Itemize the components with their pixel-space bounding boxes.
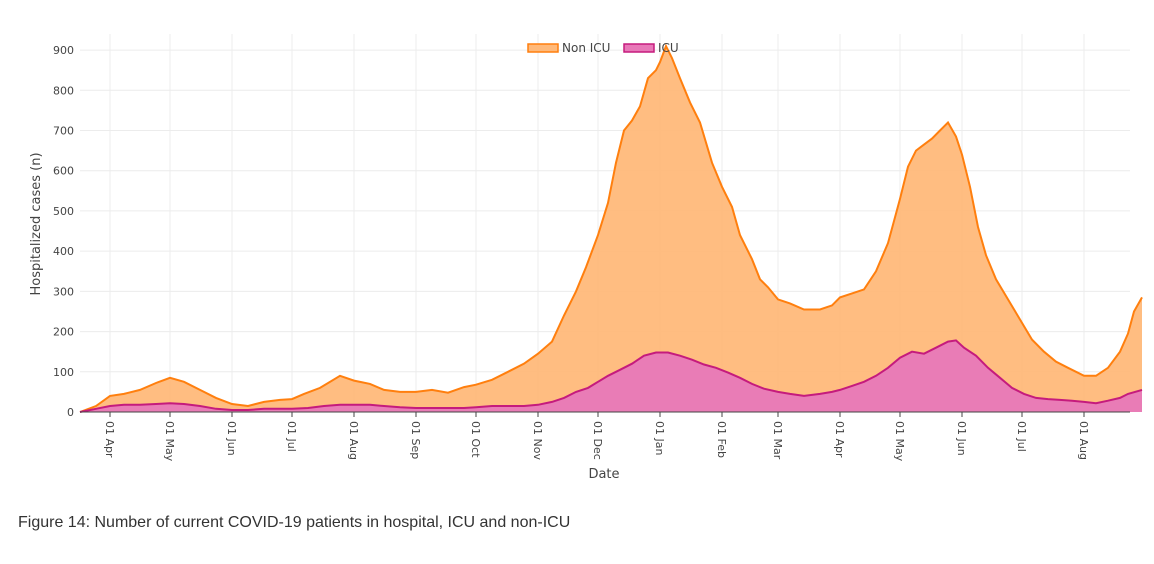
y-axis-title: Hospitalized cases (n) — [29, 152, 44, 295]
y-tick-label: 600 — [53, 165, 74, 178]
legend-swatch — [623, 43, 655, 53]
x-tick-label: 01 Sep — [409, 421, 422, 459]
legend-item-non-icu[interactable]: Non ICU — [527, 41, 610, 55]
x-tick-label: 01 Oct — [469, 421, 482, 458]
x-tick-label: 01 Jul — [1015, 421, 1028, 452]
area-non-icu — [80, 46, 1142, 412]
y-tick-label: 700 — [53, 125, 74, 138]
y-tick-label: 800 — [53, 84, 74, 97]
x-tick-label: 01 Aug — [347, 421, 360, 460]
x-tick-label: 01 Jun — [225, 421, 238, 456]
y-tick-label: 300 — [53, 285, 74, 298]
x-tick-label: 01 Jan — [653, 421, 666, 455]
figure-caption: Figure 14: Number of current COVID-19 pa… — [18, 514, 571, 531]
x-tick-label: 01 Dec — [591, 421, 604, 460]
legend-label: ICU — [658, 41, 679, 55]
chart: 0 100 200 300 400 500 600 700 800 900 01 Apr 01 May… — [29, 34, 1143, 482]
x-tick-label: 01 May — [893, 421, 906, 462]
legend-swatch — [527, 43, 559, 53]
x-tick-label: 01 Jul — [285, 421, 298, 452]
y-tick-label: 500 — [53, 205, 74, 218]
x-tick-label: 01 Feb — [715, 421, 728, 458]
line-non-icu — [79, 43, 1143, 413]
y-tick-label: 100 — [53, 366, 74, 379]
x-tick-label: 01 Nov — [531, 421, 544, 460]
legend-item-icu[interactable]: ICU — [623, 41, 679, 55]
y-tick-label: 0 — [67, 406, 74, 419]
series-areas — [79, 43, 1143, 413]
y-tick-label: 200 — [53, 326, 74, 339]
y-tick-label: 400 — [53, 245, 74, 258]
x-tick-label: 01 Apr — [833, 421, 846, 458]
legend[interactable]: Non ICU ICU — [527, 41, 679, 55]
area-icu — [80, 340, 1142, 412]
legend-label: Non ICU — [562, 41, 610, 55]
x-axis-title: Date — [588, 467, 619, 482]
x-tick-label: 01 Apr — [103, 421, 116, 458]
axes: 0 100 200 300 400 500 600 700 800 900 01 Apr 01 May… — [53, 44, 1130, 462]
x-tick-label: 01 Mar — [771, 421, 784, 460]
x-tick-label: 01 May — [163, 421, 176, 462]
x-tick-label: 01 Aug — [1077, 421, 1090, 460]
x-tick-label: 01 Jun — [955, 421, 968, 456]
line-icu — [79, 339, 1143, 413]
y-tick-label: 900 — [53, 44, 74, 57]
